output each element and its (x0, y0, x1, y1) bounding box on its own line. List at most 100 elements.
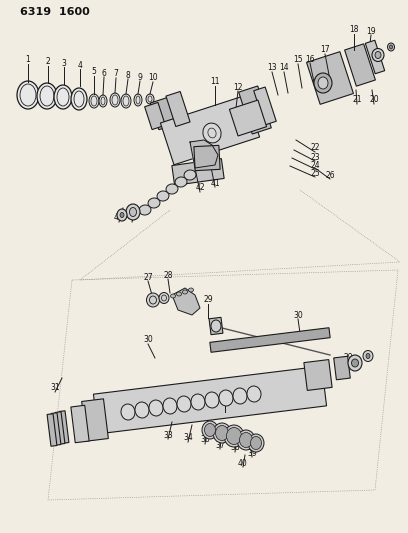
Text: 44: 44 (127, 214, 137, 222)
Text: 37: 37 (215, 440, 225, 449)
Ellipse shape (177, 396, 191, 412)
Ellipse shape (375, 52, 381, 59)
Ellipse shape (163, 398, 177, 414)
Text: 38: 38 (230, 443, 240, 453)
Ellipse shape (390, 45, 392, 49)
Ellipse shape (226, 427, 242, 445)
Polygon shape (229, 100, 266, 136)
Ellipse shape (233, 388, 247, 404)
Text: 29: 29 (203, 295, 213, 304)
Text: 40: 40 (238, 458, 248, 467)
Polygon shape (254, 87, 276, 125)
Ellipse shape (120, 213, 124, 217)
Ellipse shape (237, 430, 255, 450)
Polygon shape (82, 399, 109, 441)
Polygon shape (209, 317, 223, 335)
Ellipse shape (54, 85, 72, 109)
Text: 19: 19 (366, 27, 376, 36)
Ellipse shape (177, 292, 182, 296)
Text: 27: 27 (143, 272, 153, 281)
Text: 29: 29 (343, 353, 353, 362)
Ellipse shape (135, 402, 149, 418)
Ellipse shape (366, 353, 370, 359)
Ellipse shape (99, 95, 107, 107)
Text: 36: 36 (200, 435, 210, 445)
Text: 12: 12 (233, 83, 243, 92)
Text: 24: 24 (310, 160, 320, 169)
Text: 18: 18 (349, 26, 359, 35)
Ellipse shape (363, 351, 373, 361)
Text: 6319  1600: 6319 1600 (20, 7, 90, 17)
Polygon shape (239, 86, 271, 134)
Polygon shape (150, 96, 180, 130)
Text: 21: 21 (352, 95, 362, 104)
Polygon shape (55, 412, 65, 444)
Text: 34: 34 (183, 433, 193, 442)
Ellipse shape (251, 437, 262, 449)
Ellipse shape (139, 205, 151, 215)
Ellipse shape (166, 184, 178, 194)
Text: 17: 17 (320, 45, 330, 54)
Text: 16: 16 (305, 54, 315, 63)
Text: 15: 15 (293, 55, 303, 64)
Text: 14: 14 (279, 63, 289, 72)
Polygon shape (172, 288, 200, 315)
Text: 3: 3 (62, 59, 67, 68)
Polygon shape (334, 356, 350, 380)
Ellipse shape (129, 207, 137, 216)
Text: 33: 33 (163, 431, 173, 440)
Ellipse shape (215, 425, 228, 440)
Text: 22: 22 (310, 143, 320, 152)
Polygon shape (345, 44, 375, 86)
Ellipse shape (211, 320, 221, 332)
Text: 20: 20 (369, 95, 379, 104)
Polygon shape (210, 328, 330, 352)
Ellipse shape (248, 434, 264, 452)
Ellipse shape (348, 355, 362, 371)
Ellipse shape (110, 93, 120, 107)
Text: 13: 13 (267, 63, 277, 72)
Polygon shape (51, 413, 61, 445)
Text: 31: 31 (50, 384, 60, 392)
Ellipse shape (188, 288, 193, 292)
Text: 9: 9 (137, 72, 142, 82)
Ellipse shape (372, 49, 384, 61)
Ellipse shape (159, 293, 169, 303)
Ellipse shape (318, 77, 328, 89)
Ellipse shape (203, 123, 221, 143)
Ellipse shape (239, 432, 253, 448)
Ellipse shape (175, 177, 187, 187)
Ellipse shape (184, 170, 196, 180)
Text: 26: 26 (325, 171, 335, 180)
Text: 41: 41 (210, 179, 220, 188)
Ellipse shape (121, 94, 131, 108)
Ellipse shape (149, 400, 163, 416)
Text: 5: 5 (91, 68, 96, 77)
Ellipse shape (71, 88, 87, 110)
Ellipse shape (352, 359, 359, 367)
Text: 2: 2 (46, 58, 50, 67)
Ellipse shape (388, 43, 395, 51)
Text: 45: 45 (114, 214, 124, 222)
Polygon shape (144, 102, 165, 130)
Text: 30: 30 (143, 335, 153, 344)
Ellipse shape (148, 198, 160, 208)
Ellipse shape (247, 386, 261, 402)
Text: 23: 23 (310, 152, 320, 161)
Ellipse shape (205, 392, 219, 408)
Text: 28: 28 (163, 271, 173, 279)
Ellipse shape (146, 293, 160, 307)
Text: 30: 30 (293, 311, 303, 319)
Ellipse shape (17, 81, 39, 109)
Polygon shape (71, 405, 89, 443)
Ellipse shape (126, 204, 140, 220)
Text: 7: 7 (113, 69, 118, 78)
Ellipse shape (89, 94, 99, 108)
Text: 39: 39 (247, 448, 257, 457)
Text: 1: 1 (26, 55, 30, 64)
Ellipse shape (219, 390, 233, 406)
Ellipse shape (146, 94, 154, 104)
Polygon shape (194, 146, 220, 171)
Text: 11: 11 (210, 77, 220, 86)
Text: 6: 6 (102, 69, 106, 77)
